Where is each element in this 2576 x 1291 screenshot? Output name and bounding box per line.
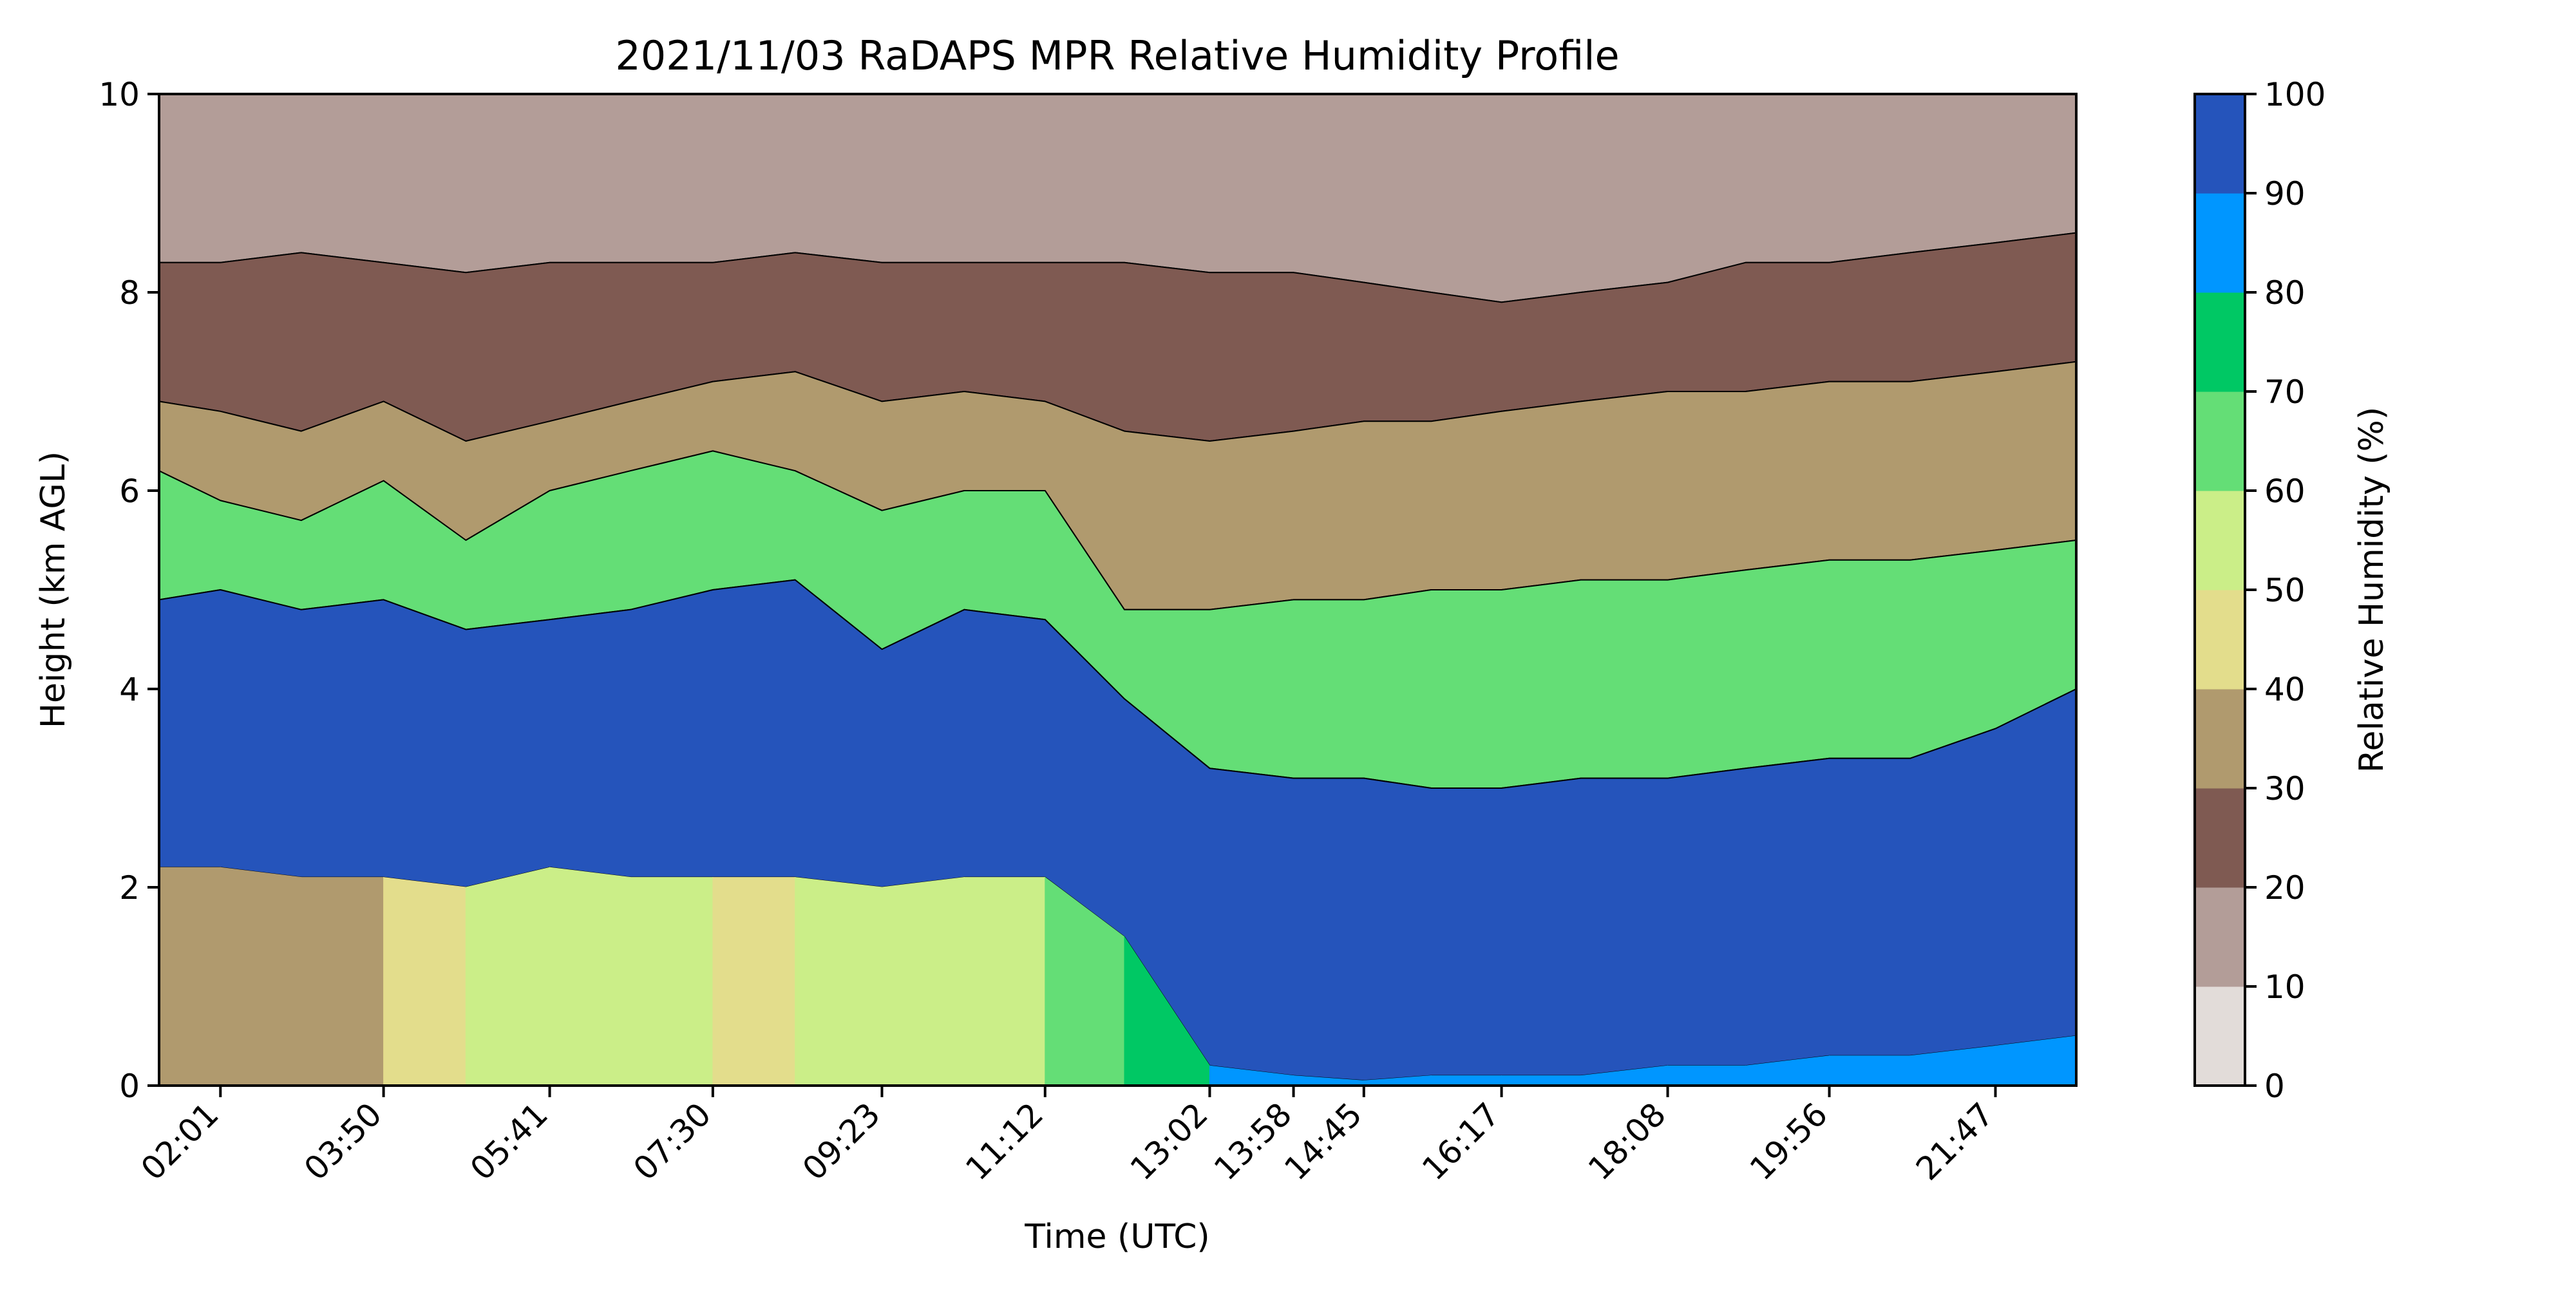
band-low-layer-segment — [1430, 1075, 1502, 1086]
band-low-layer-segment — [549, 867, 631, 1086]
band-low-layer-segment — [712, 877, 796, 1086]
colorbar-tick-label: 10 — [2264, 968, 2306, 1006]
colorbar-tick-label: 20 — [2264, 869, 2306, 907]
colorbar-tick-label: 40 — [2264, 671, 2306, 708]
colorbar-tick-label: 0 — [2264, 1068, 2285, 1105]
y-tick-label: 2 — [119, 869, 140, 907]
band-low-layer-segment — [1501, 1075, 1582, 1086]
x-tick-label: 05:41 — [463, 1095, 555, 1187]
band-low-layer-segment — [1667, 1065, 1746, 1086]
band-low-layer-segment — [630, 877, 714, 1086]
band-low-layer-segment — [882, 877, 965, 1086]
y-axis-label: Height (km AGL) — [34, 451, 73, 728]
band-low-layer-segment — [465, 867, 551, 1086]
x-tick-label: 02:01 — [134, 1095, 226, 1187]
colorbar-tick-label: 30 — [2264, 770, 2306, 807]
x-tick-label: 19:56 — [1743, 1095, 1835, 1187]
x-tick-label: 13:58 — [1207, 1095, 1299, 1187]
y-tick-label: 10 — [99, 76, 140, 113]
x-tick-label: 11:12 — [958, 1095, 1050, 1187]
y-axis: 0 2 4 6 8 10 — [99, 76, 159, 1105]
colorbar-segment — [2195, 788, 2245, 888]
colorbar-segment — [2195, 292, 2245, 392]
band-low-layer-segment — [795, 877, 882, 1086]
colorbar-segment — [2195, 887, 2245, 987]
band-low-layer-segment — [1745, 1055, 1830, 1086]
band-low-layer-segment — [1124, 936, 1210, 1086]
band-low-layer-segment — [220, 867, 302, 1086]
band-low-layer-segment — [1829, 1055, 1911, 1086]
chart-title: 2021/11/03 RaDAPS MPR Relative Humidity … — [615, 32, 1619, 79]
colorbar-segment — [2195, 94, 2245, 194]
y-tick-label: 4 — [119, 671, 140, 708]
colorbar-tick-label: 50 — [2264, 572, 2306, 609]
x-tick-label: 09:23 — [795, 1095, 887, 1187]
y-tick-label: 0 — [119, 1068, 140, 1105]
colorbar-segment — [2195, 590, 2245, 690]
x-tick-label: 13:02 — [1123, 1095, 1215, 1187]
colorbar-tick-label: 90 — [2264, 175, 2306, 212]
colorbar-segment — [2195, 491, 2245, 590]
colorbar-segment — [2195, 391, 2245, 491]
colorbar: 0 10 20 30 40 50 60 70 80 90 100 — [2193, 76, 2325, 1105]
x-tick-label: 21:47 — [1909, 1095, 2001, 1187]
plot-frame — [158, 93, 2078, 1087]
colorbar-tick-label: 80 — [2264, 274, 2306, 312]
band-low-layer-segment — [963, 877, 1046, 1086]
y-tick-label: 8 — [119, 274, 140, 312]
band-low-layer-segment — [1580, 1065, 1669, 1086]
x-tick-label: 14:45 — [1277, 1095, 1369, 1187]
colorbar-segment — [2195, 986, 2245, 1086]
y-tick-label: 6 — [119, 473, 140, 510]
band-low-layer-segment — [1363, 1075, 1432, 1086]
x-tick-label: 16:17 — [1415, 1095, 1507, 1187]
colorbar-tick-label: 60 — [2264, 473, 2306, 510]
band-low-layer-segment — [1209, 1065, 1294, 1086]
x-tick-label: 03:50 — [297, 1095, 389, 1187]
colorbar-segment — [2195, 689, 2245, 789]
colorbar-tick-label: 70 — [2264, 373, 2306, 411]
colorbar-segment — [2195, 193, 2245, 293]
band-low-layer-segment — [1995, 1035, 2076, 1086]
band-low-layer-segment — [383, 877, 466, 1086]
band-low-layer-segment — [1909, 1045, 1996, 1086]
x-tick-label: 18:08 — [1581, 1095, 1673, 1187]
band-low-layer-segment — [1293, 1075, 1365, 1086]
colorbar-label: Relative Humidity (%) — [2353, 407, 2391, 773]
rh-contour-bands — [159, 94, 2076, 1086]
band-low-layer-segment — [1045, 876, 1125, 1086]
x-tick-label: 07:30 — [626, 1095, 718, 1187]
x-axis: 02:01 03:50 05:41 07:30 09:23 11:12 13:0213:58… — [134, 1086, 2001, 1187]
band-low-layer-segment — [301, 877, 384, 1086]
x-axis-label: Time (UTC) — [1024, 1218, 1209, 1256]
colorbar-tick-label: 100 — [2264, 76, 2325, 113]
plot-area — [159, 94, 2076, 1086]
band-low-layer-segment — [159, 867, 221, 1086]
